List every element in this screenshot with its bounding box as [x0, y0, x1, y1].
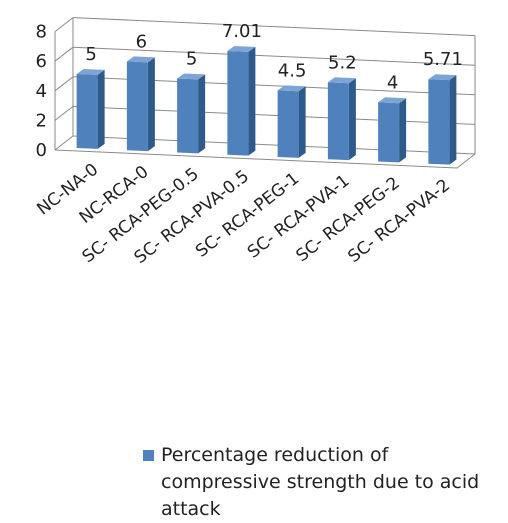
- data-label: 5.71: [423, 49, 463, 70]
- bar: [428, 74, 457, 165]
- bar-top: [428, 74, 457, 81]
- bar-side: [298, 86, 306, 158]
- y-tick-label: 2: [36, 110, 47, 131]
- legend-label: Percentage reduction of compressive stre…: [161, 444, 480, 520]
- bar-top: [227, 45, 256, 52]
- legend: Percentage reduction of compressive stre…: [143, 442, 503, 523]
- data-label: 5.2: [328, 52, 357, 73]
- floor-edge: [54, 149, 476, 169]
- bar-side: [97, 69, 105, 149]
- y-tick-label: 6: [36, 51, 47, 72]
- bar-front: [177, 78, 199, 154]
- bar: [126, 56, 155, 152]
- bar-top: [378, 97, 407, 104]
- bar: [227, 45, 256, 156]
- legend-swatch: [143, 450, 154, 461]
- bar-top: [126, 56, 155, 63]
- gridline: [72, 46, 476, 66]
- bar-top: [76, 68, 105, 75]
- bar-side: [348, 78, 356, 161]
- side-gridline: [54, 106, 74, 121]
- bar-front: [428, 79, 450, 165]
- side-gridline: [54, 46, 74, 62]
- bar: [327, 77, 356, 161]
- side-gridline: [54, 17, 74, 32]
- bar-front: [227, 50, 249, 156]
- data-label: 5: [85, 44, 96, 65]
- gridline: [72, 17, 476, 37]
- bar-top: [277, 85, 306, 92]
- bar-front: [76, 73, 98, 149]
- bar-side: [198, 74, 206, 154]
- bar-front: [277, 90, 299, 158]
- data-label: 4: [387, 72, 398, 93]
- bar-side: [248, 46, 256, 156]
- data-label: 4.5: [278, 60, 307, 81]
- bar-side: [147, 57, 155, 152]
- bar-side: [399, 98, 407, 163]
- data-label: 6: [136, 31, 147, 52]
- y-tick-label: 8: [36, 22, 47, 43]
- bar-front: [327, 82, 349, 161]
- bar: [378, 97, 407, 163]
- y-tick-label: 0: [36, 140, 47, 161]
- bar: [177, 73, 206, 154]
- side-gridline: [54, 135, 74, 151]
- bar: [76, 68, 105, 149]
- data-label: 7.01: [222, 21, 262, 42]
- data-label: 5: [186, 48, 197, 69]
- chart-bars: [76, 45, 457, 165]
- chart-grid: [54, 17, 476, 169]
- bar-front: [378, 102, 400, 163]
- side-gridline: [54, 76, 74, 92]
- bar-side: [449, 75, 457, 165]
- bar: [277, 85, 306, 158]
- bar-top: [177, 73, 206, 80]
- bar-top: [327, 77, 356, 84]
- bar-front: [126, 61, 148, 152]
- y-tick-label: 4: [36, 81, 47, 102]
